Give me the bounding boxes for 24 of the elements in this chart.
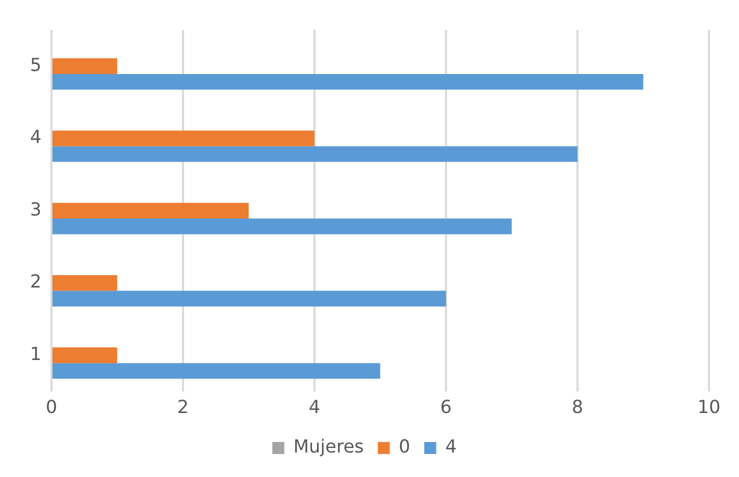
y-tick-label: 4 xyxy=(30,127,42,148)
bar xyxy=(52,74,644,90)
x-tick-label: 0 xyxy=(46,396,58,418)
x-tick-label: 8 xyxy=(572,396,584,418)
x-tick-label: 10 xyxy=(698,396,720,418)
bar xyxy=(52,58,118,74)
bar xyxy=(52,202,249,219)
bar xyxy=(52,130,314,146)
x-tick-label: 6 xyxy=(440,396,452,418)
y-tick-label: 1 xyxy=(30,344,42,365)
y-tick-label: 2 xyxy=(30,272,42,293)
legend-label: 4 xyxy=(445,436,457,458)
y-tick-label: 5 xyxy=(30,54,42,76)
bar xyxy=(52,363,380,379)
legend-label: Mujeres xyxy=(293,436,364,458)
x-tick-label: 4 xyxy=(308,396,320,418)
legend-label: 0 xyxy=(398,436,410,458)
x-tick-label: 2 xyxy=(177,396,189,418)
bar xyxy=(52,347,118,364)
y-tick-label: 3 xyxy=(30,199,42,220)
bar xyxy=(52,218,512,234)
bar xyxy=(52,290,446,306)
bar xyxy=(52,146,578,162)
bar xyxy=(52,275,118,291)
